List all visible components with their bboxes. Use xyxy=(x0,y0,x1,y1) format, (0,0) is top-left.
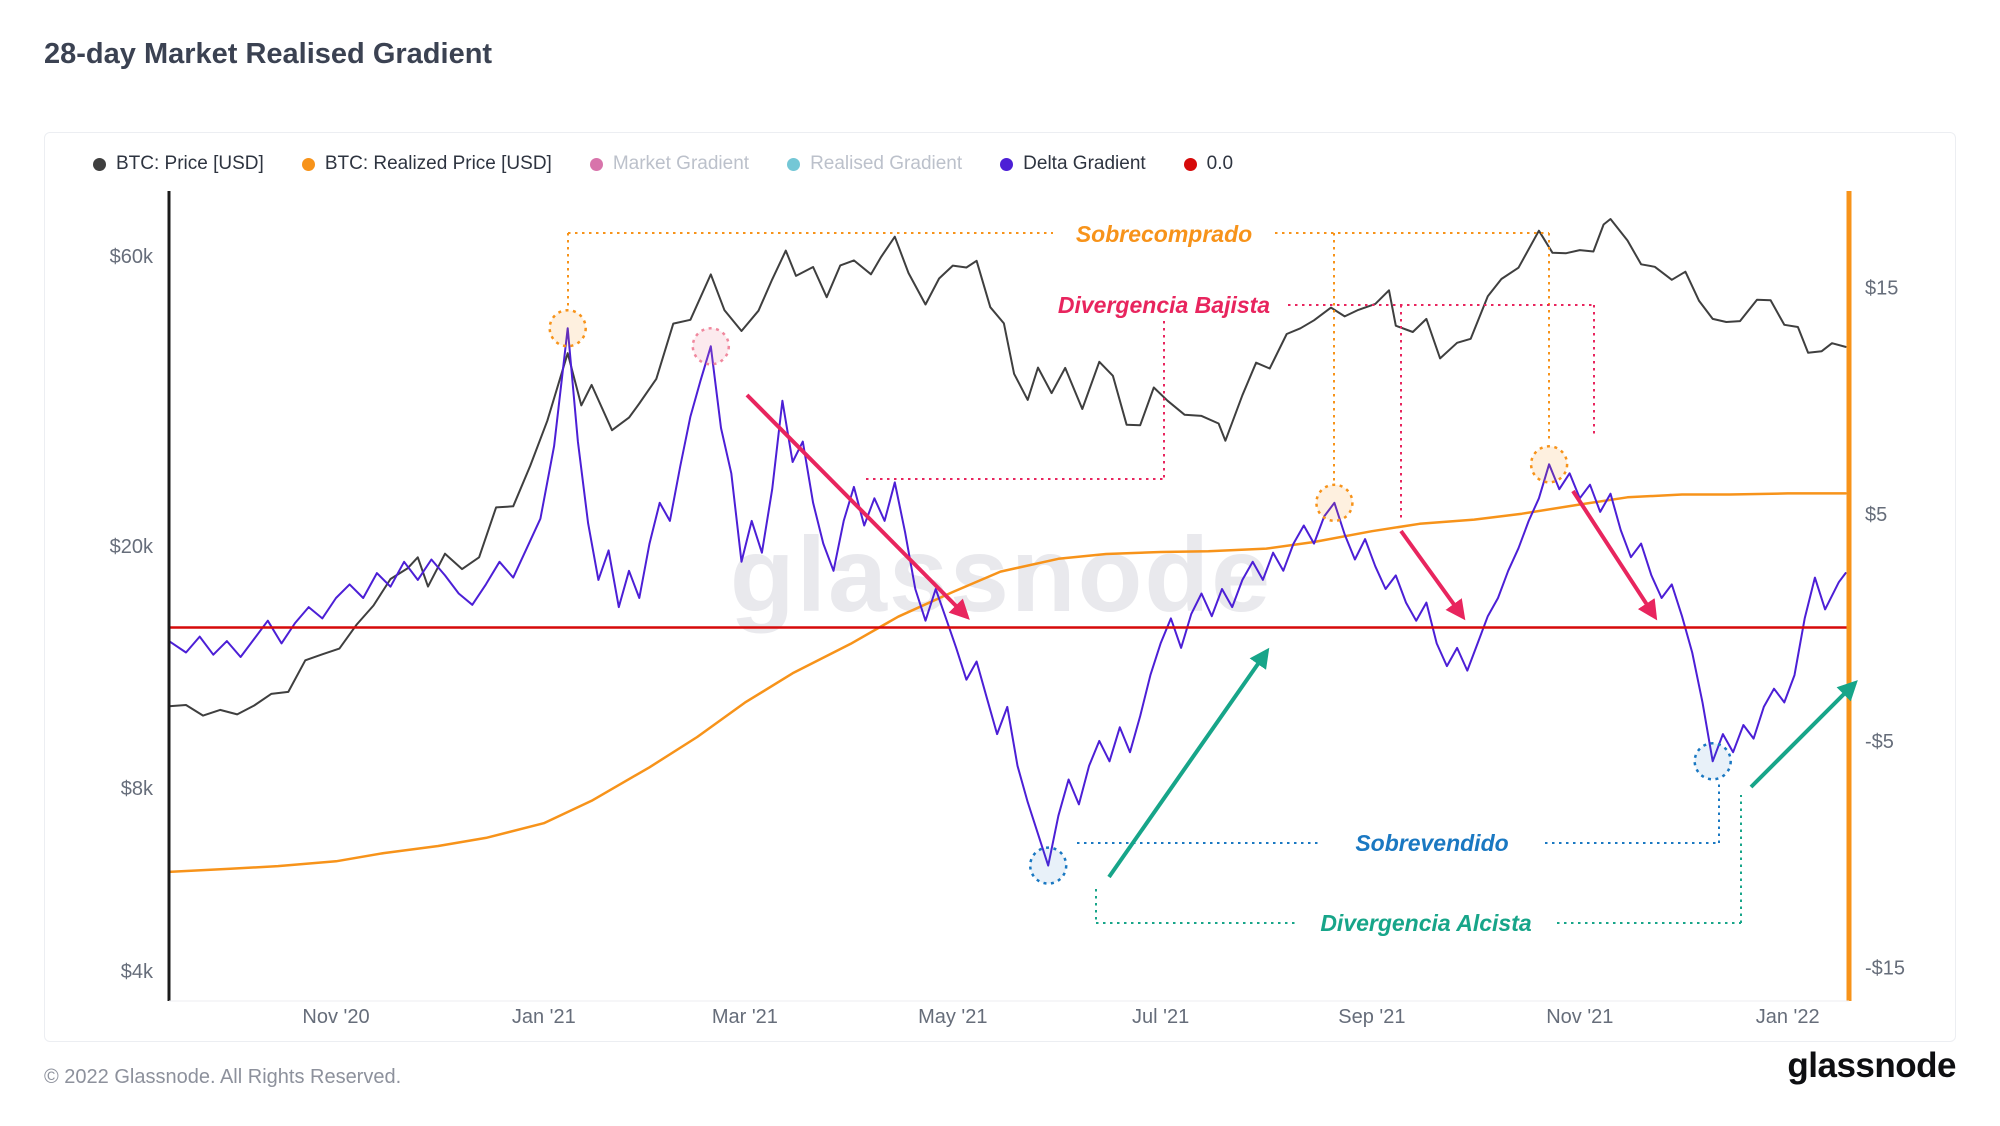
watermark-layer: glassnode xyxy=(730,516,1272,634)
legend-dot xyxy=(787,157,801,171)
annotation-overbought: Sobrecomprado xyxy=(567,221,1550,482)
legend-label: 0.0 xyxy=(1206,153,1234,174)
glassnode-logo[interactable]: glassnode xyxy=(1787,1046,1956,1085)
legend-label: Realised Gradient xyxy=(810,153,963,174)
legend-item-realised-gradient[interactable]: Realised Gradient xyxy=(787,153,962,175)
legend: BTC: Price [USD] BTC: Realized Price [USD… xyxy=(93,153,1233,175)
annotation-bullish: Divergencia Alcista xyxy=(1095,647,1858,936)
marker-bearish xyxy=(691,327,731,366)
marker-oversold xyxy=(1028,846,1068,885)
series-layer xyxy=(167,218,1851,874)
left-axis-label: $20k xyxy=(110,536,154,558)
axes-layer: $60k $20k $8k $4k $15 $5 -$5 -$15 Nov '20 Jan '21… xyxy=(110,246,1905,1028)
legend-label: BTC: Price [USD] xyxy=(116,153,264,174)
oversold-label: Sobrevendido xyxy=(1355,830,1508,856)
x-axis-label: Nov '21 xyxy=(1546,1006,1613,1028)
legend-label: Market Gradient xyxy=(612,153,750,174)
right-axis-label: $5 xyxy=(1865,504,1887,526)
bullish-label: Divergencia Alcista xyxy=(1320,910,1532,936)
marker-overbought xyxy=(1315,483,1354,523)
marker-overbought xyxy=(1529,445,1569,484)
markers-layer xyxy=(548,308,1732,885)
marker-overbought xyxy=(548,308,587,348)
bearish-arrow xyxy=(1399,529,1466,621)
x-axis-label: Jul '21 xyxy=(1132,1006,1189,1028)
right-axis-label: -$5 xyxy=(1865,731,1894,753)
right-axis-label: $15 xyxy=(1865,277,1898,299)
x-axis-label: Jan '21 xyxy=(512,1006,576,1028)
copyright-text: © 2022 Glassnode. All Rights Reserved. xyxy=(44,1066,402,1088)
chart-plot-area[interactable]: glassnode $60k $20k $8k $4k $15 $5 -$5 -$15 Nov … xyxy=(45,133,1955,1041)
bullish-arrow xyxy=(1107,647,1270,879)
page-title: 28-day Market Realised Gradient xyxy=(44,38,493,70)
series-delta-gradient xyxy=(168,327,1847,867)
x-axis-label: Nov '20 xyxy=(302,1006,369,1028)
legend-label: Delta Gradient xyxy=(1023,153,1146,174)
legend-dot xyxy=(301,157,315,171)
legend-item-market-gradient[interactable]: Market Gradient xyxy=(589,153,750,175)
marker-oversold xyxy=(1693,742,1732,781)
bullish-arrow xyxy=(1749,680,1858,789)
left-axis-label: $4k xyxy=(121,961,154,983)
x-axis-label: Mar '21 xyxy=(712,1006,778,1028)
right-axis-label: -$15 xyxy=(1865,958,1905,980)
legend-dot xyxy=(589,157,603,171)
bearish-arrow xyxy=(745,393,970,620)
bearish-label: Divergencia Bajista xyxy=(1058,292,1270,318)
legend-label: BTC: Realized Price [USD] xyxy=(324,153,552,174)
left-axis-label: $60k xyxy=(110,246,154,268)
series-btc-price-usd xyxy=(168,218,1847,717)
legend-item-0-0[interactable]: 0.0 xyxy=(1183,153,1234,175)
legend-item-btc-realized-price-usd[interactable]: BTC: Realized Price [USD] xyxy=(301,153,552,175)
legend-dot xyxy=(1000,157,1014,171)
x-axis-label: Sep '21 xyxy=(1338,1006,1405,1028)
legend-item-btc-price-usd[interactable]: BTC: Price [USD] xyxy=(93,153,264,175)
x-axis-label: May '21 xyxy=(918,1006,987,1028)
overbought-label: Sobrecomprado xyxy=(1076,221,1252,247)
watermark-text: glassnode xyxy=(730,516,1272,634)
series-btc-realized-price-usd xyxy=(167,492,1847,874)
x-axis-label: Jan '22 xyxy=(1756,1006,1820,1028)
left-axis-label: $8k xyxy=(121,778,154,800)
legend-item-delta-gradient[interactable]: Delta Gradient xyxy=(1000,153,1146,175)
bearish-arrow xyxy=(1571,489,1658,621)
chart-card: BTC: Price [USD] BTC: Realized Price [USD… xyxy=(44,132,1956,1042)
legend-dot xyxy=(1183,157,1197,171)
spines-layer xyxy=(167,191,1852,1002)
annotation-bearish: Divergencia Bajista xyxy=(745,292,1658,621)
annotation-oversold: Sobrevendido xyxy=(1077,784,1720,856)
legend-dot xyxy=(93,157,106,171)
